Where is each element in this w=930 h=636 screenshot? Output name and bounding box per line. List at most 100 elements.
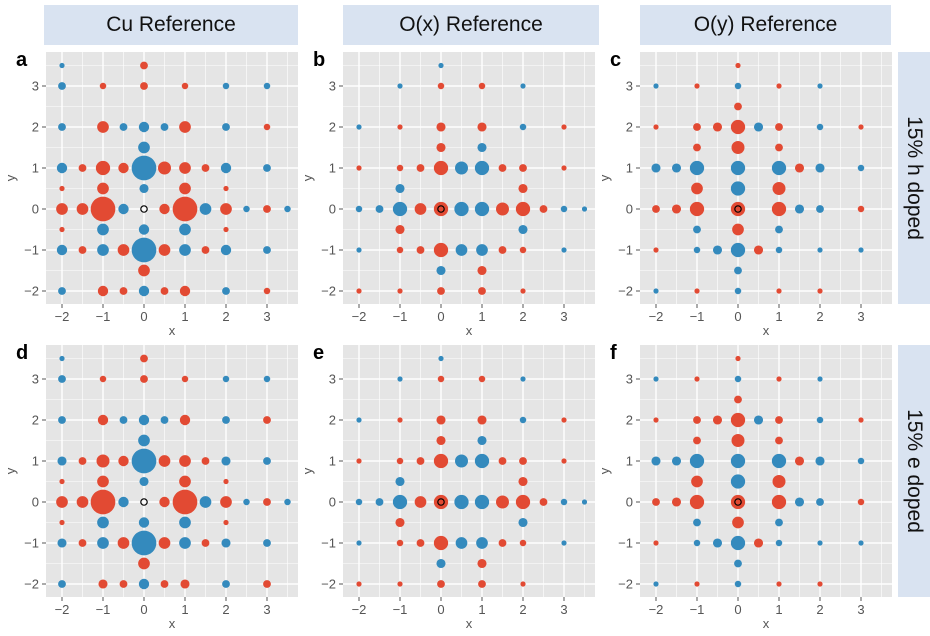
data-point <box>477 265 487 276</box>
data-point <box>158 244 171 256</box>
data-point <box>433 453 449 469</box>
plot-area <box>640 52 892 304</box>
y-tick-label: 0 <box>329 495 336 510</box>
data-point <box>476 244 488 256</box>
data-point <box>712 538 723 548</box>
x-tick-label: 1 <box>775 309 782 324</box>
x-tick-label: 3 <box>857 602 864 617</box>
plot-area <box>343 52 595 304</box>
data-point <box>263 164 271 172</box>
data-point <box>776 83 782 89</box>
data-point <box>138 434 150 447</box>
panel-letter: a <box>16 49 28 71</box>
data-point <box>694 376 700 382</box>
x-tick-label: 2 <box>222 309 229 324</box>
y-axis-label: y <box>300 467 315 474</box>
panel-letter: f <box>610 342 617 364</box>
data-point <box>437 287 445 295</box>
data-point <box>772 182 786 195</box>
data-point <box>396 246 404 254</box>
data-point <box>395 224 405 235</box>
y-tick-label: 3 <box>32 79 39 94</box>
data-point <box>561 247 567 253</box>
data-point <box>794 497 805 507</box>
data-point <box>221 456 231 466</box>
data-point <box>397 83 403 89</box>
data-point <box>356 540 362 546</box>
data-point <box>652 498 660 506</box>
x-tick-label: −1 <box>96 309 111 324</box>
data-point <box>581 499 588 505</box>
data-point <box>59 519 65 526</box>
data-point <box>689 201 705 217</box>
data-point <box>776 581 782 587</box>
x-tick-label: −1 <box>690 602 705 617</box>
data-point <box>776 288 782 294</box>
data-point <box>734 102 742 111</box>
data-point <box>181 82 189 90</box>
data-point <box>201 457 210 465</box>
plot-area <box>46 52 298 304</box>
data-point <box>356 458 362 464</box>
x-tick-label: −2 <box>352 309 367 324</box>
data-point <box>478 82 486 90</box>
data-point <box>220 203 232 215</box>
data-point <box>496 495 509 509</box>
data-point <box>243 205 250 213</box>
x-tick-label: 1 <box>478 309 485 324</box>
data-point <box>671 497 682 507</box>
x-tick-label: −2 <box>649 309 664 324</box>
data-point <box>97 537 109 549</box>
y-tick-label: 2 <box>329 120 336 135</box>
data-point <box>199 203 212 215</box>
data-point <box>436 435 446 446</box>
data-point <box>476 537 488 549</box>
data-point <box>375 205 384 213</box>
y-tick-label: −1 <box>618 243 633 258</box>
data-point <box>477 435 487 446</box>
y-tick-label: 3 <box>329 79 336 94</box>
data-point <box>396 539 404 547</box>
reference-site-marker <box>734 498 742 506</box>
data-point <box>734 287 742 295</box>
reference-site-marker <box>140 498 148 506</box>
data-point <box>96 454 110 468</box>
x-tick-label: 0 <box>140 309 147 324</box>
data-point <box>539 205 548 213</box>
data-point <box>57 456 67 466</box>
plot-area <box>343 345 595 597</box>
data-point <box>561 417 567 423</box>
data-point <box>496 202 509 216</box>
data-point <box>58 287 66 295</box>
y-tick-label: 1 <box>626 454 633 469</box>
data-point <box>689 160 705 176</box>
data-point <box>201 539 210 547</box>
data-point <box>730 181 746 196</box>
data-point <box>263 82 271 90</box>
data-point <box>284 205 291 213</box>
data-point <box>160 580 169 588</box>
y-tick-label: 0 <box>32 495 39 510</box>
y-tick-label: −2 <box>618 284 633 299</box>
data-point <box>478 580 486 588</box>
data-point <box>653 540 659 546</box>
panel-b: b −2 −1 0 1 2 3 −2 −1 0 1 2 3 x y <box>300 49 595 338</box>
data-point <box>515 201 531 217</box>
data-point <box>653 247 659 253</box>
data-point <box>689 494 705 510</box>
data-point <box>653 83 659 89</box>
data-point <box>438 62 444 69</box>
data-point <box>561 165 567 171</box>
x-tick-label: 1 <box>181 602 188 617</box>
x-tick-label: 2 <box>222 602 229 617</box>
data-point <box>438 355 444 362</box>
data-point <box>858 540 864 546</box>
data-point <box>158 161 171 175</box>
data-point <box>179 182 191 195</box>
data-point <box>520 288 526 294</box>
data-point <box>693 416 701 424</box>
reference-site-marker <box>437 498 445 506</box>
data-point <box>140 61 148 70</box>
x-axis-label: x <box>466 323 473 338</box>
data-point <box>56 496 68 508</box>
